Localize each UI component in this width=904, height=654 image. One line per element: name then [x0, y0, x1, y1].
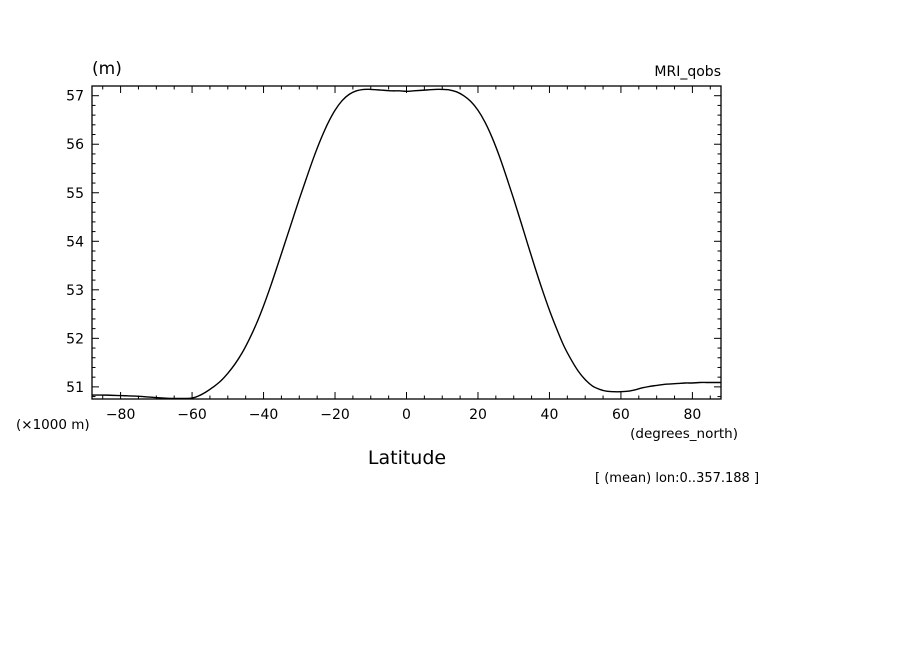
- x-tick-label: 40: [541, 407, 559, 423]
- x-unit-label: (degrees_north): [630, 426, 738, 442]
- tick-labels: −80 −60 −40 −20 0 20 40 60 80 51 52 53 54 55 56 57: [66, 89, 701, 423]
- y-tick-label: 55: [66, 186, 84, 202]
- y-tick-label: 54: [66, 234, 84, 250]
- x-tick-label: −20: [320, 407, 350, 423]
- y-tick-label: 51: [66, 380, 84, 396]
- y-tick-label: 57: [66, 89, 84, 105]
- x-tick-label: 0: [402, 407, 411, 423]
- y-tick-label: 52: [66, 331, 84, 347]
- x-tick-label: 20: [469, 407, 487, 423]
- series-line: [91, 88, 721, 400]
- x-tick-label: −40: [249, 407, 279, 423]
- x-tick-label: 60: [612, 407, 630, 423]
- x-axis-label: Latitude: [368, 447, 446, 469]
- x-tick-label: −60: [177, 407, 207, 423]
- tick-marks: [92, 85, 721, 399]
- unit-label: (m): [92, 59, 122, 79]
- x-tick-label: 80: [683, 407, 701, 423]
- scale-label: (×1000 m): [16, 417, 90, 433]
- footnote: [ (mean) lon:0..357.188 ]: [595, 471, 759, 486]
- y-tick-label: 53: [66, 283, 84, 299]
- y-tick-label: 56: [66, 137, 84, 153]
- x-tick-label: −80: [106, 407, 136, 423]
- chart-title: MRI_qobs: [654, 64, 721, 80]
